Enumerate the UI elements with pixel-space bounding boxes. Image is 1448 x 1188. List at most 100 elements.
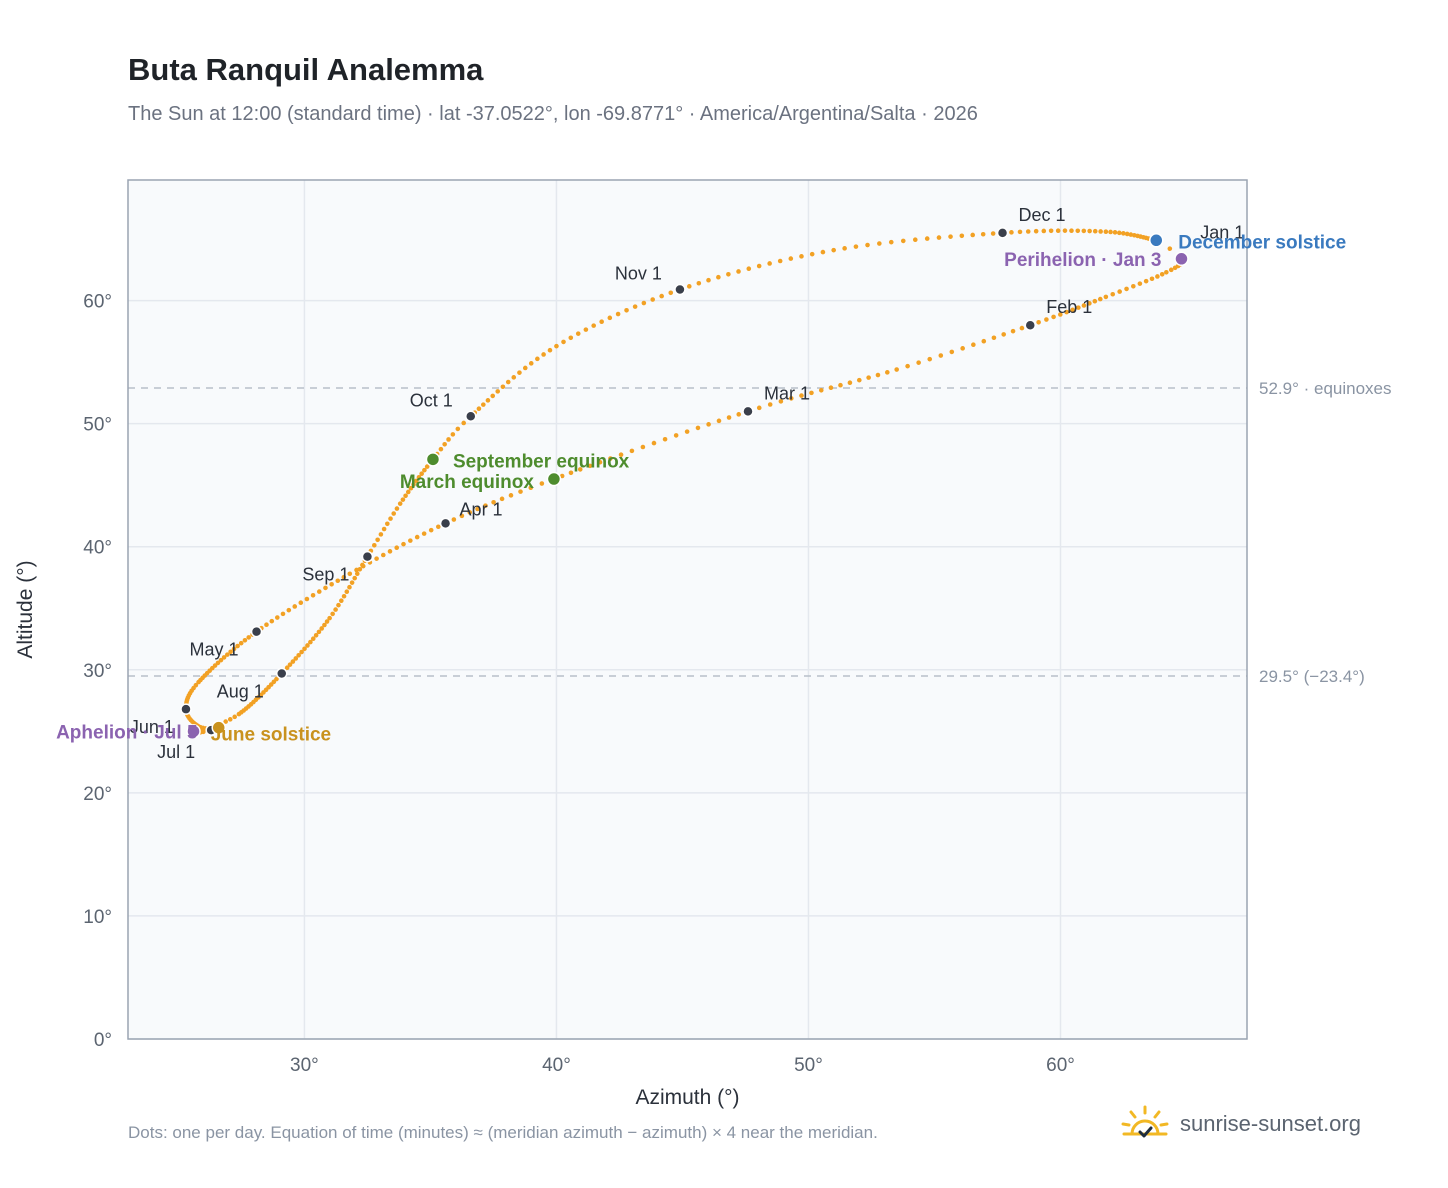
daily-point	[583, 327, 589, 332]
daily-point	[500, 384, 506, 390]
event-marker	[546, 471, 562, 487]
daily-point	[455, 426, 461, 432]
month-marker	[180, 703, 192, 715]
daily-point	[298, 600, 304, 606]
daily-point	[561, 339, 566, 345]
daily-point	[938, 353, 944, 358]
daily-point	[280, 611, 286, 617]
daily-point	[310, 636, 316, 642]
daily-point	[799, 393, 804, 398]
daily-point	[856, 377, 862, 383]
daily-point	[476, 406, 482, 412]
daily-point	[339, 598, 344, 604]
daily-point	[1098, 229, 1103, 234]
daily-point	[554, 343, 559, 349]
daily-point	[235, 643, 240, 649]
y-tick-label: 50°	[83, 415, 112, 436]
daily-point	[1164, 269, 1169, 275]
daily-point	[568, 335, 574, 341]
daily-point	[344, 589, 350, 595]
daily-point	[767, 261, 772, 266]
daily-point	[313, 633, 319, 638]
daily-point	[1092, 298, 1098, 304]
daily-point	[323, 585, 328, 591]
daily-point	[522, 365, 528, 371]
daily-point	[424, 464, 430, 469]
daily-point	[223, 719, 228, 724]
daily-point	[1087, 228, 1092, 234]
daily-point	[767, 402, 773, 407]
daily-point	[391, 511, 397, 516]
daily-point	[225, 652, 230, 657]
daily-point	[218, 657, 224, 663]
daily-point	[1010, 328, 1016, 334]
daily-point	[293, 656, 299, 661]
daily-point	[1081, 228, 1087, 234]
daily-point	[1025, 229, 1031, 234]
daily-point	[716, 274, 721, 280]
daily-point	[308, 639, 313, 645]
x-tick-label: 40°	[542, 1055, 571, 1076]
month-marker	[465, 410, 477, 423]
daily-point	[668, 290, 674, 296]
daily-point	[865, 242, 870, 248]
daily-point	[304, 596, 310, 602]
daily-point	[333, 607, 338, 612]
daily-point	[459, 513, 465, 519]
daily-point	[888, 239, 894, 245]
daily-point	[408, 485, 414, 491]
daily-point	[607, 315, 613, 321]
event-marker	[211, 720, 226, 735]
daily-point	[1117, 230, 1122, 236]
daily-point	[788, 396, 794, 401]
daily-point	[1124, 231, 1130, 237]
daily-point	[485, 398, 491, 403]
month-marker	[1024, 319, 1037, 331]
daily-point	[397, 501, 403, 506]
month-label: Jun 1	[130, 717, 174, 737]
daily-point	[1124, 286, 1129, 292]
daily-point	[1108, 229, 1113, 235]
daily-point	[341, 593, 347, 599]
daily-point	[491, 499, 496, 505]
event-marker	[1149, 233, 1164, 248]
chart-subtitle: The Sun at 12:00 (standard time) · lat -…	[128, 103, 978, 125]
daily-point	[591, 323, 596, 328]
daily-point	[650, 297, 656, 302]
daily-point	[372, 543, 377, 548]
daily-point	[490, 393, 496, 399]
daily-point	[481, 402, 486, 407]
event-marker	[1174, 251, 1189, 267]
daily-point	[577, 467, 583, 472]
daily-point	[316, 629, 322, 635]
daily-point	[438, 446, 444, 452]
daily-point	[336, 602, 341, 608]
daily-point	[1092, 228, 1098, 234]
daily-point	[511, 375, 517, 380]
daily-point	[284, 665, 290, 670]
daily-point	[461, 420, 467, 426]
daily-point	[1070, 307, 1075, 313]
x-axis-label: Azimuth (°)	[635, 1086, 739, 1109]
daily-point	[528, 485, 534, 491]
brand-link[interactable]: sunrise-sunset.org	[1120, 1100, 1361, 1148]
daily-point	[381, 526, 387, 532]
daily-point	[695, 425, 701, 431]
daily-point	[378, 532, 384, 537]
daily-point	[422, 467, 427, 473]
month-marker	[996, 227, 1009, 239]
daily-point	[838, 382, 843, 388]
event-marker	[186, 724, 201, 739]
daily-point	[1081, 303, 1087, 308]
sun-check-icon	[1121, 1105, 1169, 1138]
daily-point	[971, 342, 976, 348]
daily-point	[788, 256, 794, 261]
daily-point	[246, 635, 252, 640]
daily-point	[400, 497, 406, 502]
month-label: Dec 1	[1019, 205, 1066, 225]
daily-point	[539, 481, 545, 486]
daily-point	[450, 432, 456, 437]
month-label: May 1	[190, 640, 239, 660]
daily-point	[936, 235, 942, 240]
